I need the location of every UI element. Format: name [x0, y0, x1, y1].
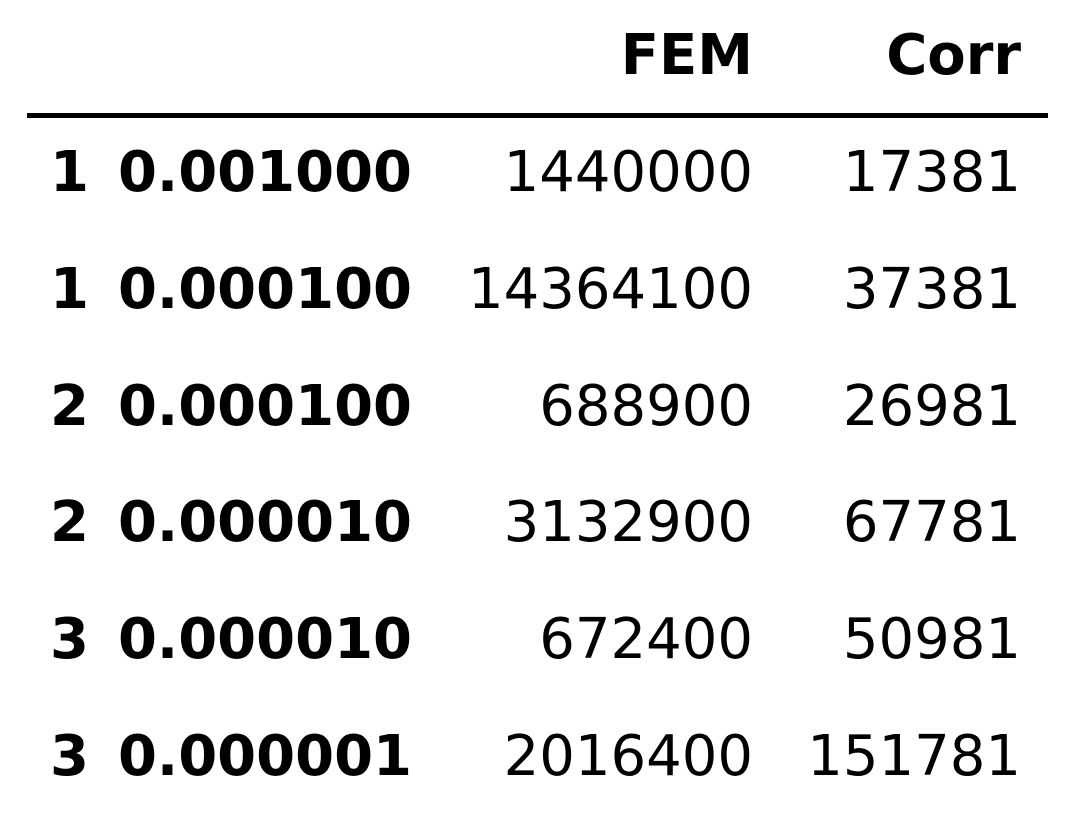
row-index-level1: 0.000010	[117, 490, 412, 555]
row-index-level0: 1	[50, 257, 89, 322]
row-index-level0: 1	[50, 140, 89, 205]
row-index-level1: 0.000100	[117, 257, 412, 322]
row-index-level1: 0.000100	[117, 374, 412, 439]
cell-corr: 26981	[842, 374, 1021, 439]
cell-fem: 1440000	[503, 140, 753, 205]
cell-corr: 151781	[807, 724, 1021, 789]
row-index-level1: 0.001000	[117, 140, 412, 205]
cell-fem: 688900	[539, 374, 753, 439]
cell-corr: 67781	[842, 490, 1021, 555]
header-rule	[27, 113, 1048, 118]
cell-corr: 17381	[842, 140, 1021, 205]
row-index-level0: 2	[50, 374, 89, 439]
row-index-level0: 2	[50, 490, 89, 555]
column-header-fem: FEM	[620, 23, 753, 88]
cell-fem: 2016400	[503, 724, 753, 789]
cell-fem: 14364100	[467, 257, 753, 322]
cell-corr: 50981	[842, 607, 1021, 672]
cell-fem: 3132900	[503, 490, 753, 555]
row-index-level1: 0.000010	[117, 607, 412, 672]
column-header-corr: Corr	[886, 23, 1021, 88]
cell-corr: 37381	[842, 257, 1021, 322]
row-index-level0: 3	[50, 724, 89, 789]
cell-fem: 672400	[539, 607, 753, 672]
row-index-level1: 0.000001	[117, 724, 412, 789]
row-index-level0: 3	[50, 607, 89, 672]
